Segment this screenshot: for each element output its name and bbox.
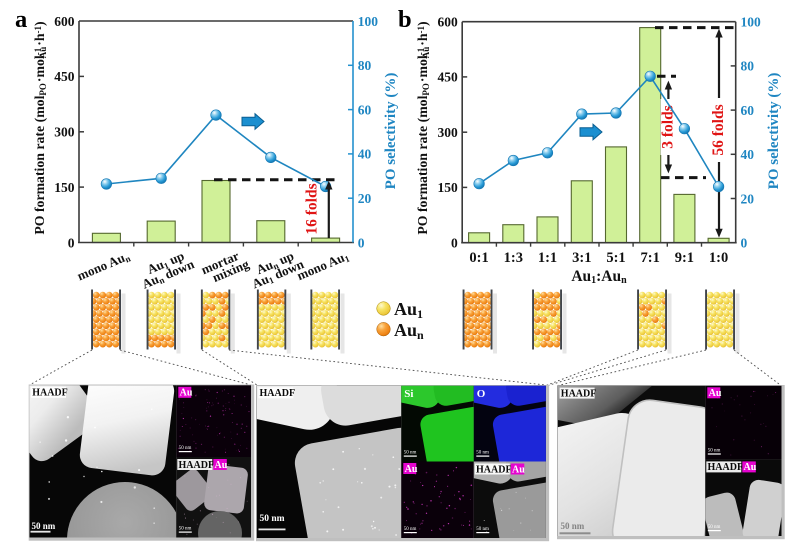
svg-text:7:1: 7:1 <box>641 250 660 266</box>
svg-text:150: 150 <box>54 180 75 195</box>
svg-text:450: 450 <box>437 70 458 85</box>
svg-text:PO selectivity (%): PO selectivity (%) <box>383 73 399 190</box>
svg-text:3 folds: 3 folds <box>660 105 677 149</box>
svg-text:300: 300 <box>437 125 458 140</box>
svg-text:50 nm: 50 nm <box>404 527 417 532</box>
svg-text:3:1: 3:1 <box>572 250 591 266</box>
svg-text:Au: Au <box>405 464 418 475</box>
svg-text:Au: Au <box>512 464 525 475</box>
svg-text:50 nm: 50 nm <box>708 525 721 530</box>
svg-text:50 nm: 50 nm <box>32 521 56 531</box>
svg-text:150: 150 <box>437 180 458 195</box>
svg-text:600: 600 <box>54 14 75 29</box>
svg-text:0: 0 <box>741 236 748 251</box>
svg-text:0: 0 <box>68 235 75 250</box>
svg-text:40: 40 <box>741 147 755 162</box>
svg-text:HAADF: HAADF <box>179 460 215 471</box>
svg-text:16 folds: 16 folds <box>304 183 321 234</box>
svg-text:50 nm: 50 nm <box>476 451 489 456</box>
svg-text:0: 0 <box>451 236 458 251</box>
svg-text:b: b <box>398 6 412 33</box>
svg-text:20: 20 <box>358 191 372 206</box>
svg-text:60: 60 <box>741 103 755 118</box>
svg-text:9:1: 9:1 <box>675 250 694 266</box>
svg-text:HAADF: HAADF <box>708 462 744 473</box>
svg-text:HAADF: HAADF <box>260 388 296 399</box>
svg-text:20: 20 <box>741 191 755 206</box>
svg-text:50 nm: 50 nm <box>476 527 489 532</box>
svg-text:Aun: Aun <box>394 320 424 342</box>
svg-text:Au: Au <box>744 462 757 473</box>
svg-text:600: 600 <box>437 15 458 30</box>
svg-text:1:1: 1:1 <box>538 250 557 266</box>
svg-text:1:0: 1:0 <box>709 250 728 266</box>
svg-text:Si: Si <box>404 388 413 400</box>
svg-text:HAADF: HAADF <box>32 388 68 399</box>
svg-text:450: 450 <box>54 69 75 84</box>
svg-text:HAADF: HAADF <box>476 464 512 475</box>
svg-text:80: 80 <box>741 59 755 74</box>
svg-text:50 nm: 50 nm <box>260 514 285 524</box>
svg-text:Au: Au <box>709 388 722 399</box>
svg-text:Au1:Aun: Au1:Aun <box>571 268 627 286</box>
svg-text:80: 80 <box>358 58 372 73</box>
svg-text:PO formation rate (molPO·mol-1: PO formation rate (molPO·mol-1Au·h-1) <box>32 21 48 234</box>
svg-text:100: 100 <box>741 15 762 30</box>
svg-text:5:1: 5:1 <box>606 250 625 266</box>
svg-text:50 nm: 50 nm <box>179 527 192 532</box>
svg-text:50 nm: 50 nm <box>404 451 417 456</box>
svg-text:Au: Au <box>215 460 228 471</box>
svg-text:0: 0 <box>358 235 365 250</box>
svg-text:100: 100 <box>358 14 379 29</box>
svg-text:Au1: Au1 <box>394 299 423 321</box>
svg-text:HAADF: HAADF <box>561 388 597 399</box>
svg-text:40: 40 <box>358 147 372 162</box>
svg-text:1:3: 1:3 <box>504 250 523 266</box>
svg-text:a: a <box>15 6 27 33</box>
svg-text:56 folds: 56 folds <box>710 104 727 155</box>
svg-text:PO formation rate (molPO·mol-1: PO formation rate (molPO·mol-1Au·h-1) <box>415 21 431 234</box>
svg-text:300: 300 <box>54 125 75 140</box>
svg-text:Au: Au <box>180 388 193 399</box>
svg-text:60: 60 <box>358 102 372 117</box>
svg-text:0:1: 0:1 <box>469 250 488 266</box>
svg-text:PO selectivity (%): PO selectivity (%) <box>766 73 782 190</box>
svg-text:50 nm: 50 nm <box>708 448 721 453</box>
svg-text:50 nm: 50 nm <box>561 521 585 531</box>
svg-text:O: O <box>477 388 486 400</box>
svg-text:50 nm: 50 nm <box>179 446 192 451</box>
